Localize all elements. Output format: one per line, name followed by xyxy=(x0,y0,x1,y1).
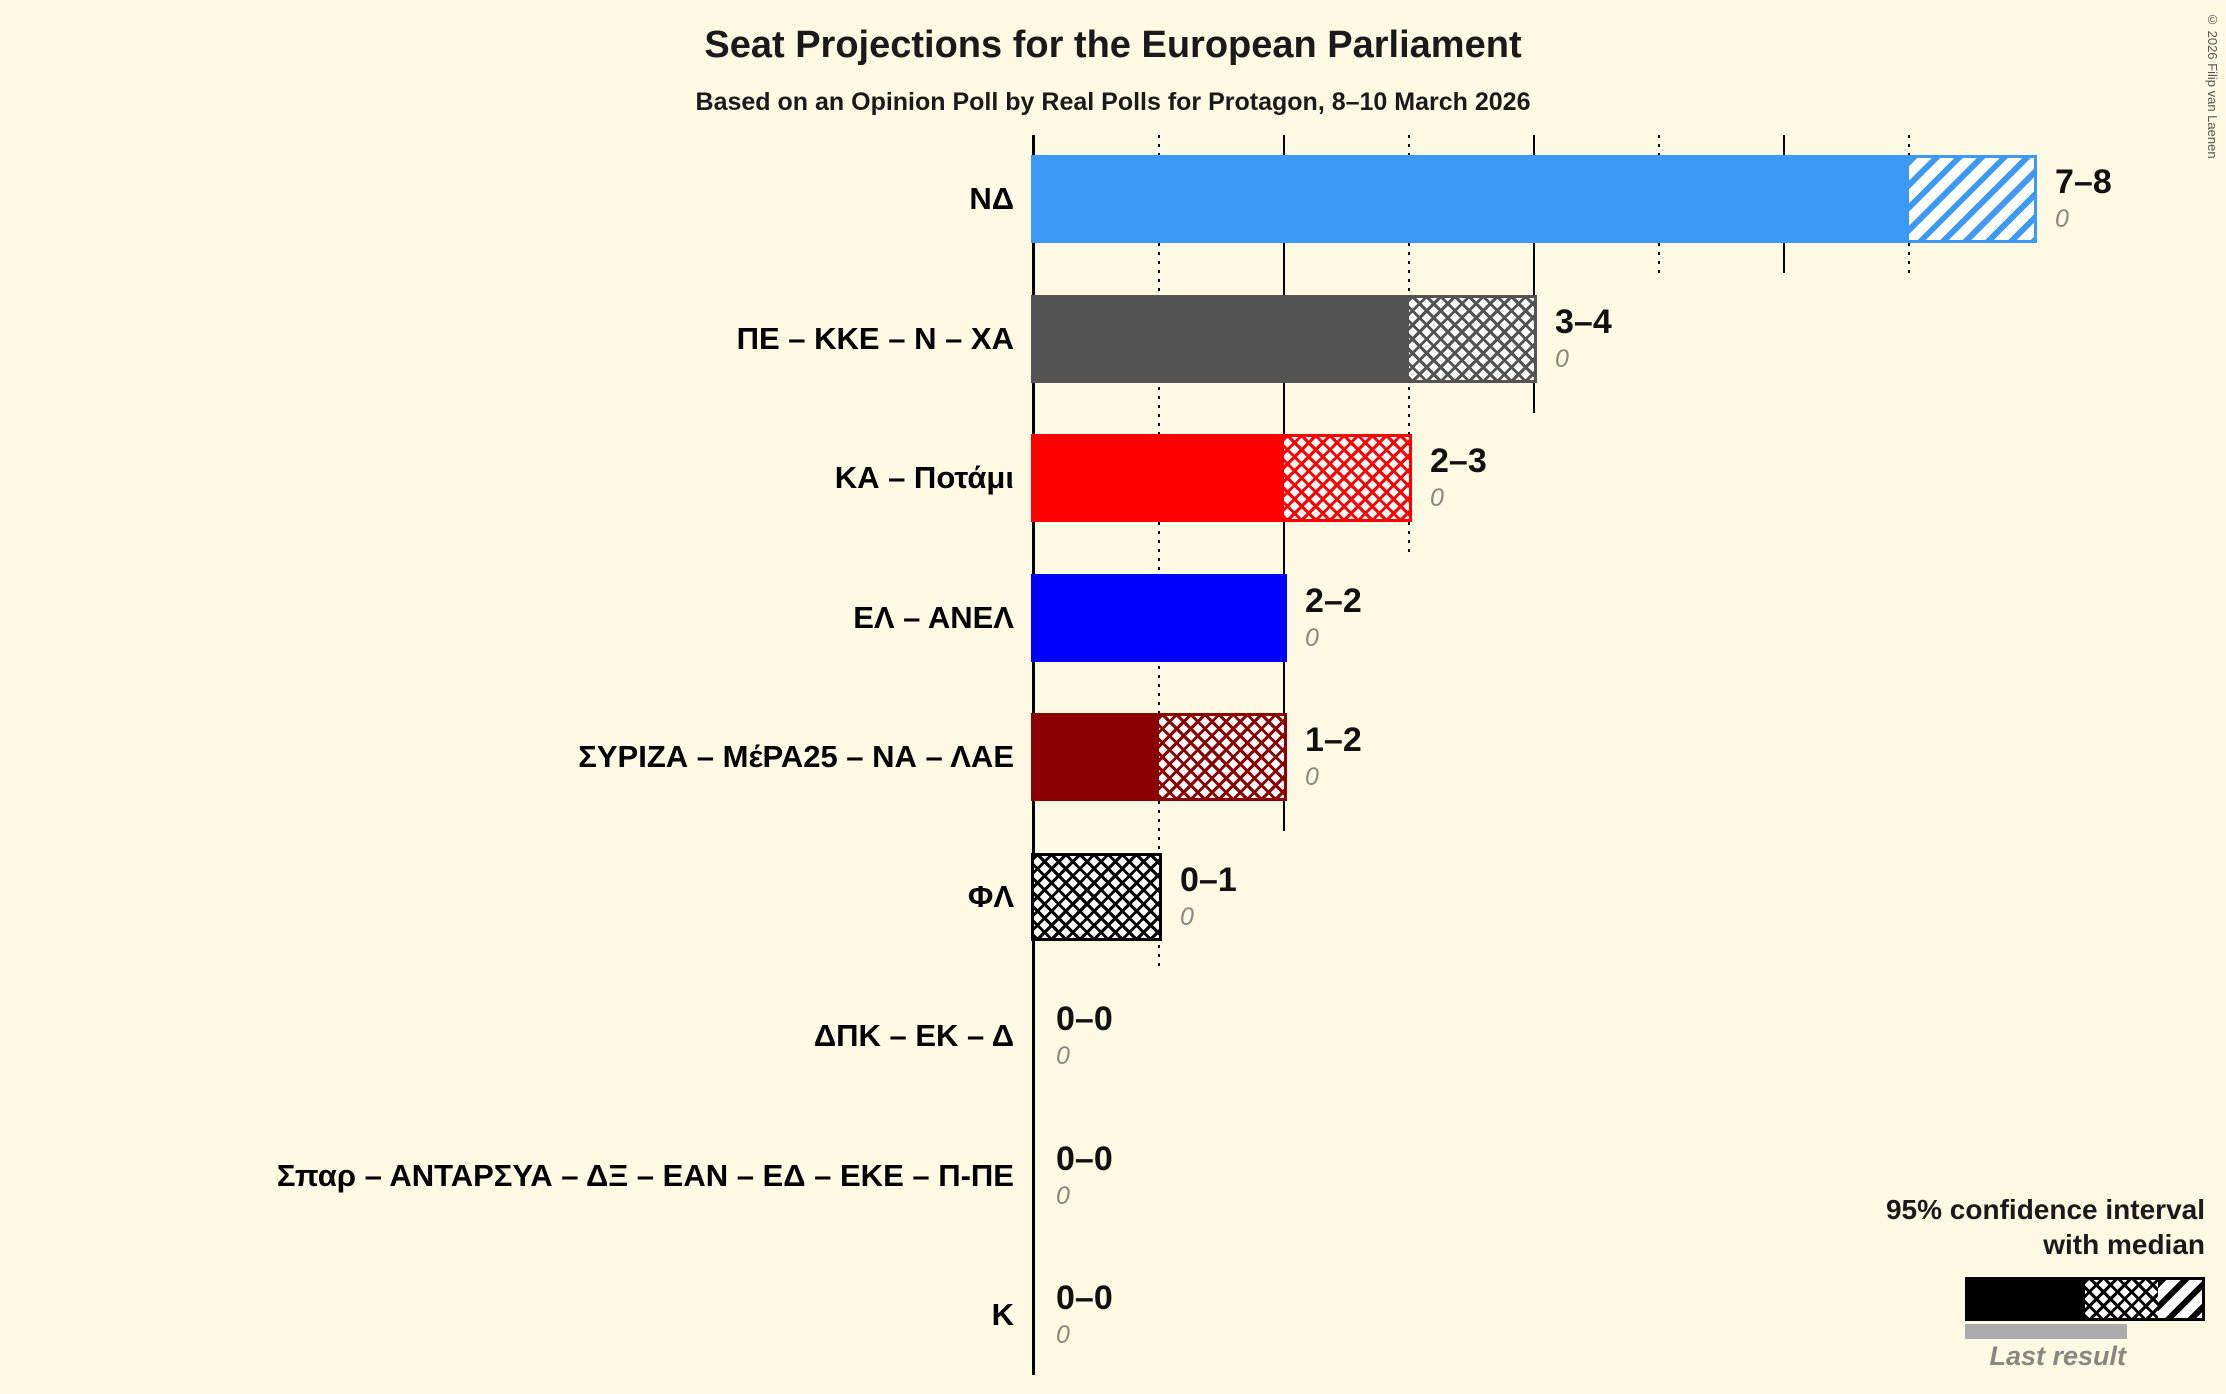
seat-bar xyxy=(1031,573,1287,662)
seat-range-label: 1–2 xyxy=(1305,721,1362,759)
gridline xyxy=(1158,135,1160,971)
seat-bar xyxy=(1031,852,1162,941)
bar-diagonal-segment xyxy=(1909,158,2034,240)
bar-solid-segment xyxy=(1034,158,1909,240)
chart-row: Κ 0–0 0 xyxy=(0,1271,2226,1359)
chart-row: ΔΠΚ – ΕΚ – Δ 0–0 0 xyxy=(0,992,2226,1080)
value-group: 0–0 0 xyxy=(1056,1278,1113,1350)
last-result-value: 0 xyxy=(1056,1321,1070,1349)
legend-last-result-bar xyxy=(1965,1324,2127,1339)
chart-title: Seat Projections for the European Parlia… xyxy=(704,24,1522,66)
party-label: Κ xyxy=(991,1297,1014,1332)
party-label: ΠΕ – ΚΚΕ – Ν – ΧΑ xyxy=(736,320,1014,356)
legend-ci-sample-bar xyxy=(1965,1277,2205,1321)
legend-last-result-label: Last result xyxy=(1989,1341,2126,1371)
seat-range-label: 0–1 xyxy=(1180,860,1237,899)
legend-ci-line1: 95% confidence interval xyxy=(1885,1194,2205,1225)
bar-crosshatch-segment xyxy=(1284,437,1409,519)
chart-subtitle: Based on an Opinion Poll by Real Polls f… xyxy=(695,88,1531,116)
party-label: ΔΠΚ – ΕΚ – Δ xyxy=(813,1018,1014,1053)
value-group: 2–3 0 xyxy=(1430,441,1487,513)
seat-range-label: 0–0 xyxy=(1056,1000,1113,1038)
seat-range-label: 7–8 xyxy=(2055,163,2112,201)
last-result-value: 0 xyxy=(1056,1181,1070,1210)
value-group: 0–1 0 xyxy=(1180,860,1237,932)
party-label: ΚΑ – Ποτάμι xyxy=(834,460,1014,495)
last-result-value: 0 xyxy=(1555,344,1569,373)
bar-solid-segment xyxy=(1034,437,1284,519)
bar-solid-segment xyxy=(1034,297,1409,380)
last-result-value: 0 xyxy=(1056,1042,1070,1070)
value-group: 7–8 0 xyxy=(2055,162,2112,234)
legend-diagonal-segment xyxy=(2157,1280,2202,1318)
chart-row: ΠΕ – ΚΚΕ – Ν – ΧΑ 3–4 0 xyxy=(0,294,2226,383)
seat-bar xyxy=(1031,155,2037,243)
party-label: Σπαρ – ΑΝΤΑΡΣΥΑ – ΔΞ – ΕΑΝ – ΕΔ – ΕΚΕ – … xyxy=(276,1157,1014,1193)
chart-row: ΣΥΡΙΖΑ – ΜέΡΑ25 – ΝΑ – ΛΑΕ 1–2 0 xyxy=(0,713,2226,801)
seat-bar xyxy=(1031,713,1287,801)
chart-row: ΝΔ 7–8 0 xyxy=(0,155,2226,243)
bar-solid-segment xyxy=(1034,576,1284,659)
last-result-value: 0 xyxy=(1180,902,1194,931)
seat-bar xyxy=(1031,434,1412,522)
value-group: 1–2 0 xyxy=(1305,720,1362,792)
bar-crosshatch-segment xyxy=(1159,716,1284,798)
chart-row: ΕΛ – ΑΝΕΛ 2–2 0 xyxy=(0,573,2226,662)
last-result-value: 0 xyxy=(1305,623,1319,652)
party-label: ΕΛ – ΑΝΕΛ xyxy=(853,599,1014,635)
seat-range-label: 2–2 xyxy=(1305,581,1362,620)
bar-solid-segment xyxy=(1034,716,1159,798)
legend-ci-label: 95% confidence interval with median xyxy=(1886,1192,2205,1262)
value-group: 3–4 0 xyxy=(1555,302,1612,374)
bar-crosshatch-segment xyxy=(1409,297,1534,380)
gridline xyxy=(1533,135,1535,413)
value-group: 2–2 0 xyxy=(1305,581,1362,653)
value-group: 0–0 0 xyxy=(1056,1139,1113,1211)
party-label: ΣΥΡΙΖΑ – ΜέΡΑ25 – ΝΑ – ΛΑΕ xyxy=(578,739,1014,774)
last-result-value: 0 xyxy=(1430,484,1444,512)
chart-row: ΦΛ 0–1 0 xyxy=(0,852,2226,941)
last-result-value: 0 xyxy=(2055,205,2069,233)
legend-ci-line2: with median xyxy=(2043,1229,2205,1260)
seat-range-label: 2–3 xyxy=(1430,442,1487,480)
legend-crosshatch-segment xyxy=(2085,1280,2158,1318)
legend-solid-segment xyxy=(1968,1280,2085,1318)
chart-row: ΚΑ – Ποτάμι 2–3 0 xyxy=(0,434,2226,522)
party-label: ΝΔ xyxy=(969,181,1014,216)
seat-bar xyxy=(1031,294,1537,383)
chart-row: Σπαρ – ΑΝΤΑΡΣΥΑ – ΔΞ – ΕΑΝ – ΕΔ – ΕΚΕ – … xyxy=(0,1132,2226,1220)
copyright-note: © 2026 Filip van Laenen xyxy=(2205,12,2220,159)
bar-crosshatch-segment xyxy=(1034,855,1159,938)
seat-range-label: 0–0 xyxy=(1056,1279,1113,1317)
seat-range-label: 0–0 xyxy=(1056,1139,1113,1178)
value-group: 0–0 0 xyxy=(1056,999,1113,1071)
seat-range-label: 3–4 xyxy=(1555,302,1612,341)
party-label: ΦΛ xyxy=(967,878,1014,914)
last-result-value: 0 xyxy=(1305,763,1319,791)
